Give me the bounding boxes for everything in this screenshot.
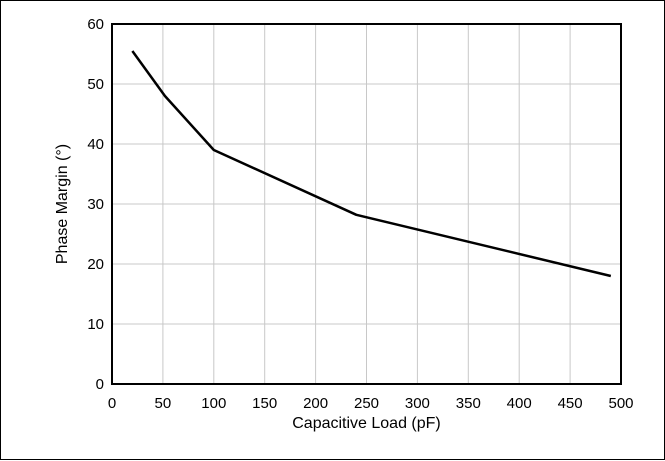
x-tick-label: 300 xyxy=(405,395,430,412)
tick-labels: 0 50 100 150 200 250 300 350 400 450 500 0 10 20 30 40 5… xyxy=(87,16,633,412)
y-tick-label: 30 xyxy=(87,196,104,213)
y-axis-title: Phase Margin (°) xyxy=(54,144,71,264)
x-tick-label: 200 xyxy=(303,395,328,412)
x-tick-label: 50 xyxy=(155,395,172,412)
x-tick-label: 400 xyxy=(507,395,532,412)
phase-margin-series-line xyxy=(131,50,612,278)
series-layer xyxy=(131,50,612,278)
y-tick-label: 10 xyxy=(87,316,104,333)
y-tick-label: 60 xyxy=(87,16,104,33)
x-tick-label: 250 xyxy=(354,395,379,412)
y-tick-label: 40 xyxy=(87,136,104,153)
x-axis-title: Capacitive Load (pF) xyxy=(292,415,441,432)
y-tick-label: 0 xyxy=(96,376,104,393)
y-tick-label: 20 xyxy=(87,256,104,273)
y-tick-label: 50 xyxy=(87,76,104,93)
x-tick-label: 350 xyxy=(456,395,481,412)
x-tick-label: 500 xyxy=(608,395,633,412)
x-tick-label: 150 xyxy=(252,395,277,412)
x-tick-label: 450 xyxy=(558,395,583,412)
plot-area-border xyxy=(111,23,622,385)
x-tick-label: 0 xyxy=(108,395,116,412)
x-tick-label: 100 xyxy=(201,395,226,412)
grid-lines xyxy=(111,23,622,385)
